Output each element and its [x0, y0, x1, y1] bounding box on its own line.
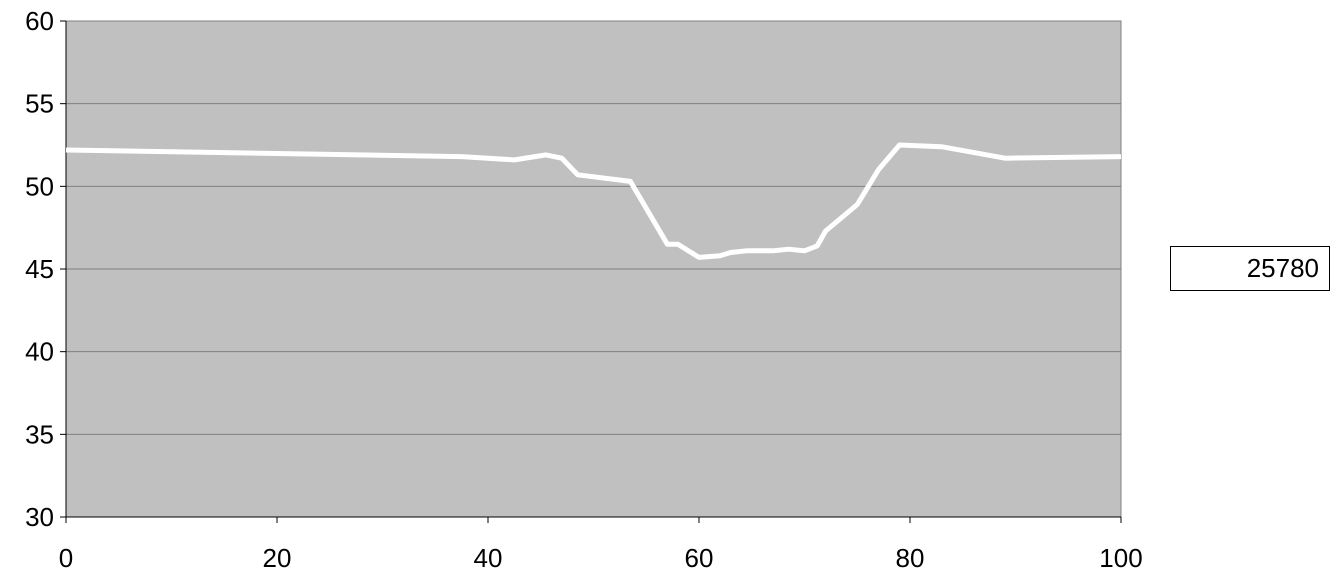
y-tick-label: 30 — [25, 502, 54, 532]
x-axis-ticks: 0 20 40 60 80 100 — [59, 517, 1143, 573]
y-tick-label: 35 — [25, 419, 54, 449]
y-tick-label: 60 — [25, 6, 54, 36]
series-line — [65, 142, 1122, 260]
x-tick-label: 100 — [1099, 543, 1142, 573]
y-tick-label: 50 — [25, 171, 54, 201]
x-tick-label: 40 — [474, 543, 503, 573]
y-tick-label: 45 — [25, 254, 54, 284]
grid-lines — [66, 20, 1121, 435]
x-tick-label: 60 — [685, 543, 714, 573]
y-tick-label: 55 — [25, 89, 54, 119]
series-layer — [65, 142, 1122, 260]
x-tick-label: 80 — [896, 543, 925, 573]
y-tick-label: 40 — [25, 337, 54, 367]
x-tick-label: 0 — [59, 543, 73, 573]
y-axis-ticks: 30 35 40 45 50 55 60 — [25, 6, 66, 532]
legend-entry: 25780 — [1246, 253, 1319, 283]
legend: 25780 — [1170, 246, 1330, 291]
x-tick-label: 20 — [263, 543, 292, 573]
